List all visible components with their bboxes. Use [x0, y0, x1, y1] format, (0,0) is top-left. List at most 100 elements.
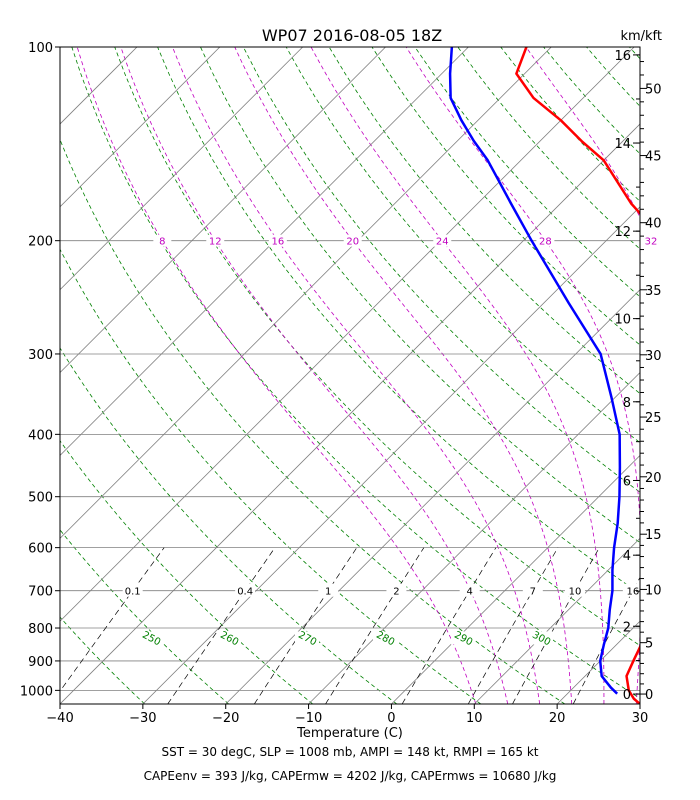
right-axis-label: km/kft: [620, 29, 662, 44]
moist-adiabat-label-bg: [641, 234, 660, 247]
mixing-ratio-label-bg: [235, 583, 256, 597]
isotherm-line: [308, 372, 640, 704]
dry-adiabat-label-bg: [373, 631, 398, 645]
moist-adiabat-label-bg: [536, 234, 555, 247]
dry-adiabat-label-bg: [529, 631, 554, 645]
dry-adiabat-line: [60, 440, 313, 704]
dry-adiabat-line: [60, 702, 61, 704]
profile-layer: [448, 47, 640, 704]
dry-adiabat-line: [60, 529, 229, 704]
isotherm-line: [391, 454, 640, 704]
isotherm-line: [0, 47, 54, 704]
grid-layer: [0, 47, 700, 704]
mixing-ratio-line: [467, 547, 559, 704]
isotherm-line: [60, 47, 469, 456]
moist-adiabat-label: 20: [346, 237, 359, 248]
dry-adiabat-line: [60, 616, 145, 704]
dry-adiabat-line: [586, 47, 640, 107]
dry-adiabat-line: [114, 47, 640, 647]
isotherm-line: [60, 47, 552, 539]
pressure-tick-label: 400: [28, 428, 53, 443]
moist-adiabat-line: [120, 47, 509, 704]
mixing-ratio-label-bg: [318, 583, 339, 597]
pressure-tick-label: 500: [28, 491, 53, 506]
kft-tick-label: 15: [645, 528, 662, 543]
x-tick-label: 10: [466, 711, 483, 726]
mixing-ratio-line: [512, 547, 600, 704]
plot-frame: [59, 46, 641, 705]
isotherm-line: [60, 47, 303, 291]
mixing-ratio-label: 7: [530, 587, 536, 598]
mixing-ratio-label: 1: [325, 587, 331, 598]
axis-layer: −40 −30 −20 −10 0 10 20 30100200300400500600700…: [20, 41, 662, 726]
mixing-ratio-label-bg: [386, 583, 407, 597]
dry-adiabat-label-bg: [138, 631, 163, 645]
dry-adiabat-label-bg: [294, 631, 319, 645]
kft-tick-label: 10: [645, 583, 662, 598]
pressure-tick-label: 600: [28, 542, 53, 557]
isotherm-line: [60, 123, 640, 704]
x-tick-label: 20: [549, 711, 566, 726]
dry-adiabat-line: [243, 47, 640, 493]
dry-adiabat-line: [672, 47, 700, 704]
kft-tick-label: 25: [645, 411, 662, 426]
kft-tick-label: 0: [645, 688, 653, 703]
km-tick-label: 12: [614, 225, 631, 240]
kft-tick-label: 40: [645, 217, 662, 232]
profile-line: [515, 47, 640, 704]
kft-tick-label: 30: [645, 349, 662, 364]
moist-adiabat-label-bg: [153, 234, 172, 247]
moist-adiabat-label-bg: [206, 234, 225, 247]
mixing-ratio-label: 0.4: [237, 587, 253, 598]
mixing-ratio-label-bg: [459, 583, 480, 597]
x-tick-label: −40: [46, 711, 73, 726]
profile-line: [448, 47, 622, 695]
pressure-tick-label: 700: [28, 585, 53, 600]
chart-title: WP07 2016-08-05 18Z: [262, 26, 442, 45]
x-tick-label: 0: [387, 711, 395, 726]
dry-adiabat-line: [60, 347, 398, 704]
moist-adiabat-line: [234, 47, 573, 704]
kft-tick-label: 5: [645, 637, 653, 652]
dry-adiabat-line: [285, 47, 640, 444]
dry-adiabat-line: [457, 47, 640, 250]
isotherm-line: [60, 47, 386, 374]
isotherm-line: [60, 47, 138, 125]
dry-adiabat-line: [60, 248, 482, 704]
mixing-ratio-label: 10: [569, 587, 582, 598]
x-tick-label: −20: [212, 711, 239, 726]
kft-tick-label: 20: [645, 471, 662, 486]
footer-line-1: SST = 30 degC, SLP = 1008 mb, AMPI = 148…: [161, 745, 539, 759]
dry-adiabat-line: [60, 138, 566, 704]
kft-tick-label: 35: [645, 284, 662, 299]
km-tick-label: 10: [614, 313, 631, 328]
x-axis-label: Temperature (C): [296, 726, 403, 741]
mixing-ratio-line: [572, 576, 640, 704]
mixing-ratio-label-bg: [622, 583, 643, 597]
mixing-ratio-line: [254, 547, 358, 704]
moist-adiabat-label: 8: [159, 237, 165, 248]
moist-adiabat-label: 32: [645, 237, 658, 248]
mixing-ratio-line: [60, 547, 165, 692]
mixing-ratio-line: [167, 547, 276, 704]
mixing-ratio-label-bg: [564, 583, 585, 597]
moist-adiabat-line: [310, 47, 605, 704]
moist-adiabat-line: [405, 47, 640, 704]
mixing-ratio-label: 4: [467, 587, 473, 598]
dry-adiabat-line: [200, 47, 640, 544]
mixing-ratio-line: [401, 547, 497, 704]
moist-adiabat-label: 12: [209, 237, 222, 248]
km-tick-label: 8: [623, 396, 631, 411]
dry-adiabat-line: [371, 47, 640, 346]
mixing-ratio-label: 0.1: [125, 587, 141, 598]
mixing-ratio-label-bg: [122, 583, 143, 597]
moist-adiabat-line: [76, 47, 477, 704]
isotherm-line: [60, 47, 635, 622]
mixing-ratio-label: 16: [626, 587, 639, 598]
pressure-tick-label: 1000: [20, 684, 53, 699]
km-tick-label: 0: [623, 688, 631, 703]
pressure-tick-label: 300: [28, 348, 53, 363]
isotherm-line: [60, 47, 221, 208]
